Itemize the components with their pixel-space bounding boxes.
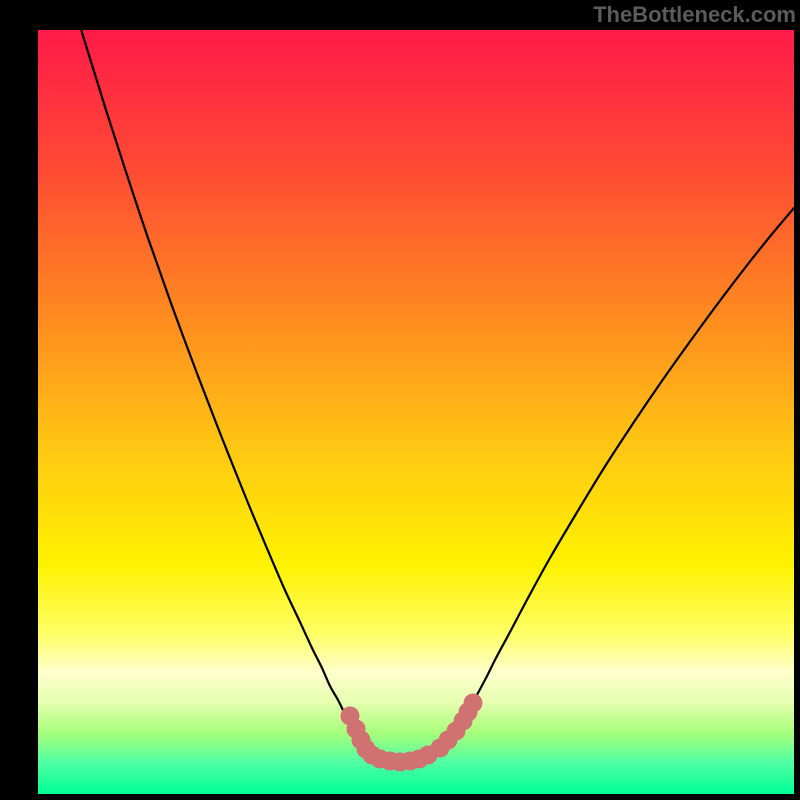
curve-layer [0,0,800,800]
valley-marker [464,694,483,713]
bottleneck-curve [72,0,794,762]
frame-right [794,0,800,800]
chart-stage: TheBottleneck.com [0,0,800,800]
frame-bottom [0,794,800,800]
frame-left [0,0,38,800]
attribution-label: TheBottleneck.com [593,2,796,28]
